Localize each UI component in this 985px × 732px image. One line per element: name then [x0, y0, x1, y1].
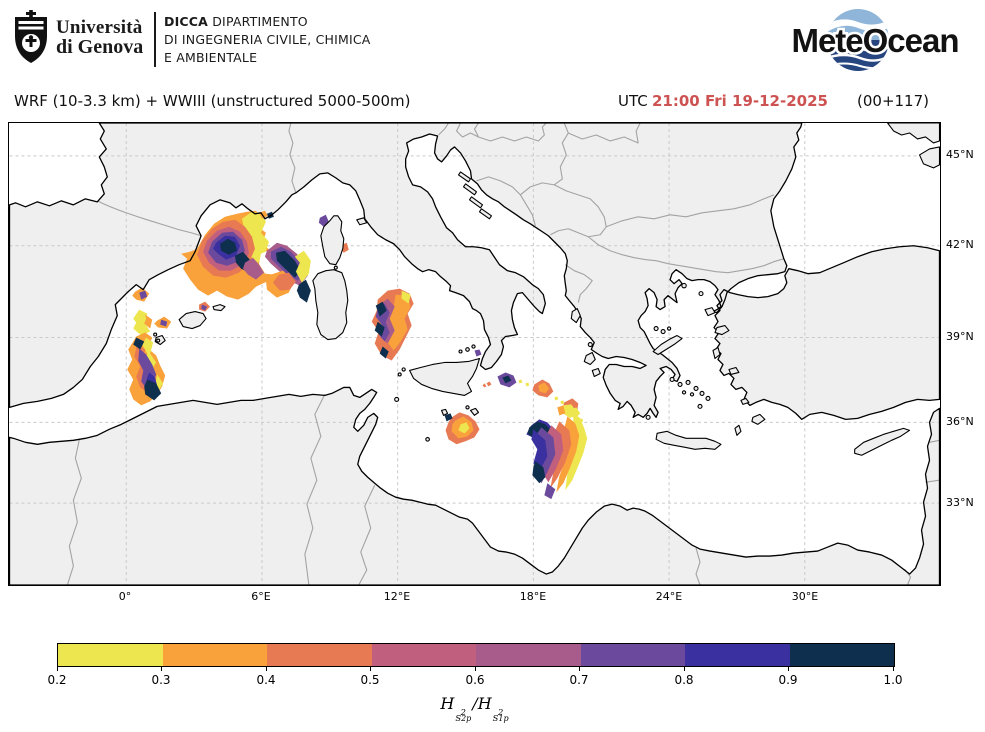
unige-shield-icon — [15, 10, 47, 63]
lat-tick-label: 45°N — [946, 148, 974, 161]
department-line2: DI INGEGNERIA CIVILE, CHIMICA — [164, 31, 371, 47]
colorbar-tick-label: 0.6 — [465, 673, 485, 687]
colorbar-segment — [58, 644, 163, 666]
map-canvas — [8, 122, 941, 586]
colorbar-tick — [57, 666, 58, 671]
university-name-line1: Università — [56, 16, 143, 38]
island-cyprus — [854, 427, 911, 456]
colorbar-segment — [789, 644, 894, 666]
university-name-line2: di Genova — [56, 35, 144, 58]
island-sardinia — [312, 269, 349, 341]
colorbar-segment — [371, 644, 476, 666]
colorbar — [57, 643, 895, 667]
island-crete — [655, 430, 722, 450]
colorbar-tick — [475, 666, 476, 671]
header-divider — [154, 12, 156, 67]
colorbar-tick — [788, 666, 789, 671]
colorbar-tick-label: 1.0 — [883, 673, 903, 687]
model-title: WRF (10-3.3 km) + WWIII (unstructured 50… — [14, 92, 411, 110]
colorbar-tick-label: 0.5 — [360, 673, 380, 687]
colorbar-segment — [685, 644, 790, 666]
country-borders — [66, 123, 940, 585]
colorbar-segment — [476, 644, 581, 666]
lat-tick-label: 33°N — [946, 496, 974, 509]
department-block: DICCA DIPARTIMENTO DI INGEGNERIA CIVILE,… — [164, 13, 371, 66]
colorbar-tick-label: 0.2 — [47, 673, 67, 687]
colorbar-tick-label: 0.9 — [778, 673, 798, 687]
coastline-kerch — [918, 146, 940, 169]
colorbar-tick-label: 0.4 — [256, 673, 276, 687]
lon-tick-label: 0° — [118, 590, 132, 603]
unige-logo: Università di Genova — [12, 10, 143, 64]
colorbar-tick — [370, 666, 371, 671]
colorbar-tick — [266, 666, 267, 671]
colorbar-segment — [267, 644, 372, 666]
lat-tick-label: 42°N — [946, 238, 974, 251]
colorbar-segment — [162, 644, 267, 666]
mediterranean-map — [9, 123, 940, 585]
lat-tick-label: 36°N — [946, 415, 974, 428]
meteocean-wordmark: MeteOcean — [791, 22, 958, 59]
graticule — [9, 123, 940, 585]
department-line3: E AMBIENTALE — [164, 49, 258, 65]
utc-label: UTC — [618, 92, 648, 110]
lon-tick-label: 18°E — [519, 590, 547, 603]
colorbar-tick — [893, 666, 894, 671]
colorbar-caption: H 2 S2p/H 2 S1p — [440, 694, 509, 724]
colorbar-tick-label: 0.8 — [674, 673, 694, 687]
lon-tick-label: 24°E — [655, 590, 683, 603]
forecast-step: (00+117) — [857, 92, 929, 110]
wave-ratio-contour-layer — [127, 210, 588, 500]
coastline-azov — [887, 123, 940, 144]
lon-tick-label: 12°E — [383, 590, 411, 603]
colorbar-tick — [684, 666, 685, 671]
colorbar-segment — [580, 644, 685, 666]
department-line1: DICCA DIPARTIMENTO — [164, 14, 308, 29]
colorbar-tick-label: 0.3 — [151, 673, 171, 687]
island-sicily — [409, 357, 481, 396]
colorbar-tick-label: 0.7 — [569, 673, 589, 687]
colorbar-tick — [579, 666, 580, 671]
lat-tick-label: 39°N — [946, 330, 974, 343]
lon-tick-label: 6°E — [251, 590, 271, 603]
utc-datetime: 21:00 Fri 19-12-2025 — [652, 92, 828, 110]
colorbar-tick — [161, 666, 162, 671]
meteocean-logo: MeteOcean — [789, 9, 962, 71]
lon-tick-label: 30°E — [791, 590, 819, 603]
